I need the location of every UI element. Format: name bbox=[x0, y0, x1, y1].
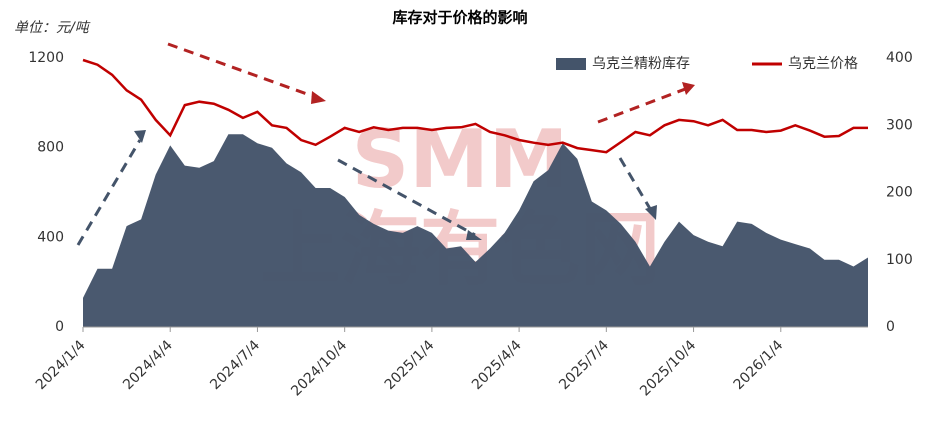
y2-tick-label: 200 bbox=[886, 185, 913, 201]
y2-tick-label: 300 bbox=[886, 117, 913, 133]
y2-tick-label: 400 bbox=[886, 50, 913, 66]
y2-tick-label: 0 bbox=[886, 319, 895, 335]
legend-label: 乌克兰价格 bbox=[788, 56, 858, 72]
x-tick-label: 2024/7/4 bbox=[207, 337, 263, 393]
y-tick-label: 400 bbox=[37, 229, 64, 245]
x-tick-label: 2025/10/4 bbox=[637, 337, 699, 399]
x-tick-label: 2025/1/4 bbox=[382, 337, 438, 393]
legend-label: 乌克兰精粉库存 bbox=[592, 56, 690, 72]
unit-label: 单位：元/吨 bbox=[14, 20, 91, 36]
area bbox=[83, 134, 868, 327]
line bbox=[82, 58, 868, 154]
y-tick-label: 800 bbox=[37, 140, 64, 156]
x-tick-label: 2024/4/4 bbox=[120, 337, 176, 393]
x-tick-label: 2024/1/4 bbox=[33, 337, 89, 393]
legend-swatch bbox=[556, 58, 586, 70]
y2-tick-label: 100 bbox=[886, 252, 913, 268]
chart-title: 库存对于价格的影响 bbox=[392, 9, 527, 27]
x-tick-label: 2025/7/4 bbox=[556, 337, 612, 393]
y-tick-label: 0 bbox=[55, 319, 64, 335]
y-tick-label: 1200 bbox=[28, 50, 64, 66]
x-tick-label: 2026/1/4 bbox=[731, 337, 787, 393]
x-tick-label: 2025/4/4 bbox=[469, 337, 525, 393]
annotation-arrows bbox=[76, 42, 695, 246]
x-tick-label: 2024/10/4 bbox=[288, 337, 350, 399]
